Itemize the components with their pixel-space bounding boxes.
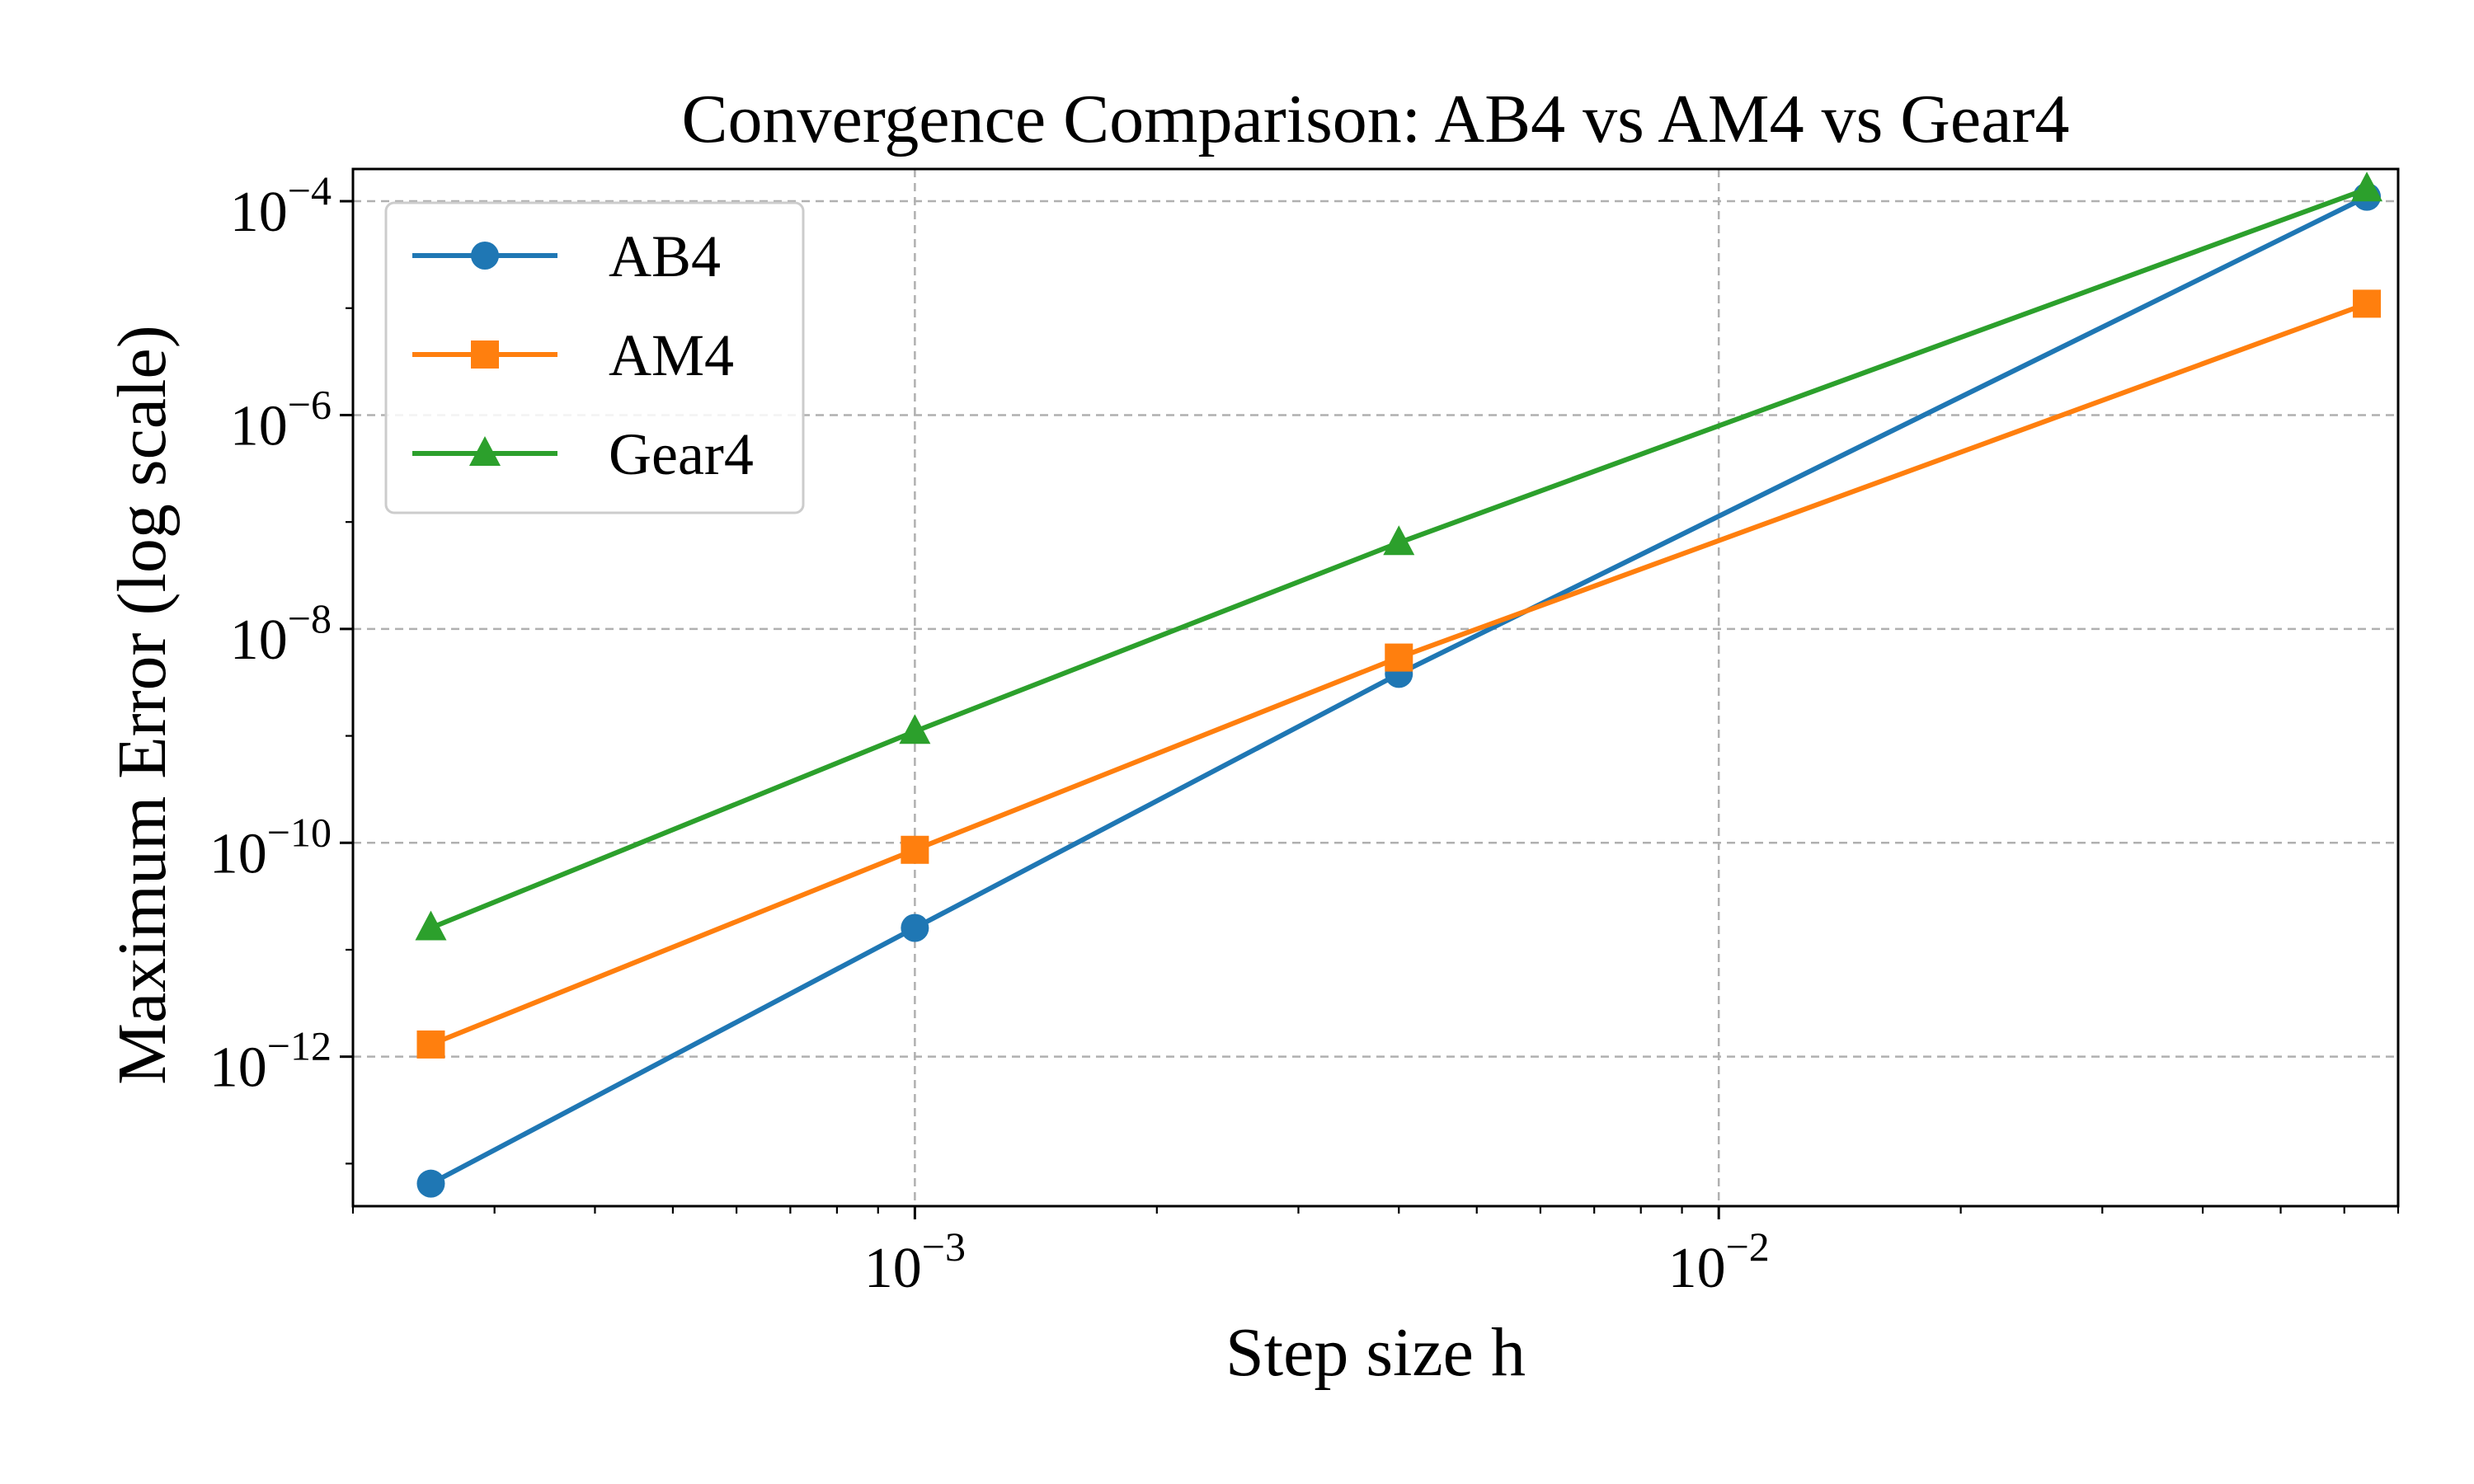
data-point-gear4 [1383,525,1415,556]
series-line-gear4 [428,186,2370,931]
data-point-am4 [2353,289,2382,318]
x-tick-exponent: −3 [922,1223,966,1270]
legend-label-am4: AM4 [609,322,734,388]
y-tick-exponent: −4 [288,167,332,214]
x-tick-base: 10 [1668,1237,1726,1300]
y-tick-exponent: −12 [267,1023,332,1069]
y-tick-label: 10−8 [230,595,332,672]
data-point-am4 [416,1030,445,1059]
chart-title: Convergence Comparison: AB4 vs AM4 vs Ge… [682,81,2070,157]
x-tick-label: 10−3 [864,1223,966,1300]
legend-marker-gear4 [469,436,501,466]
y-tick-base: 10 [230,181,288,244]
legend-label-gear4: Gear4 [609,421,754,487]
y-axis-label: Maximum Error (log scale) [104,325,181,1084]
legend-label-ab4: AB4 [609,223,721,289]
legend-marker-am4 [471,340,499,369]
y-tick-label: 10−10 [209,809,332,885]
data-point-gear4 [2351,171,2383,202]
series-layer [415,171,2383,1198]
y-tick-label: 10−6 [230,381,332,458]
plot-frame [351,167,2400,1208]
data-point-ab4 [901,913,929,942]
y-tick-exponent: −10 [267,809,332,855]
data-point-gear4 [899,714,931,744]
x-tick-label: 10−2 [1668,1223,1770,1300]
x-tick-exponent: −2 [1726,1223,1770,1270]
legend-frame [384,201,805,514]
series-line-ab4 [428,194,2370,1186]
y-tick-label: 10−12 [209,1023,332,1100]
data-point-am4 [1385,643,1413,672]
data-point-ab4 [416,1169,445,1198]
data-point-gear4 [415,910,447,941]
y-tick-label: 10−4 [230,167,332,244]
y-tick-base: 10 [209,1036,267,1100]
y-tick-base: 10 [230,394,288,458]
y-tick-base: 10 [209,822,267,885]
y-tick-exponent: −8 [288,595,332,641]
x-axis-label: Step size h [1225,1314,1526,1391]
data-point-am4 [901,835,929,864]
legend-marker-ab4 [471,242,499,270]
legend: AB4 AM4 Gear4 [384,201,805,514]
y-tick-exponent: −6 [288,381,332,427]
series-line-am4 [428,301,2370,1047]
x-tick-base: 10 [864,1237,922,1300]
y-tick-base: 10 [230,608,288,672]
